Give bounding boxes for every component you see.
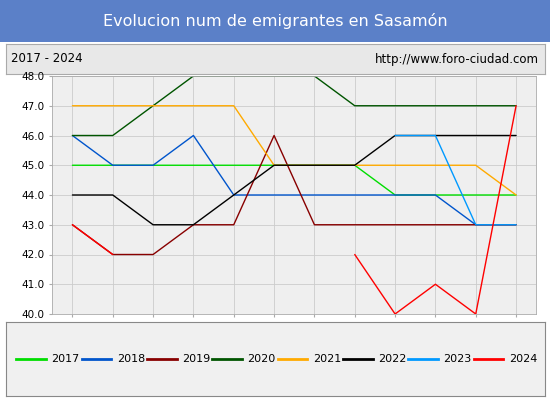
Text: 2018: 2018 <box>117 354 145 364</box>
Text: 2024: 2024 <box>509 354 537 364</box>
Text: 2017 - 2024: 2017 - 2024 <box>11 52 82 66</box>
Text: 2019: 2019 <box>182 354 210 364</box>
Text: 2020: 2020 <box>248 354 276 364</box>
Text: http://www.foro-ciudad.com: http://www.foro-ciudad.com <box>375 52 539 66</box>
Text: 2017: 2017 <box>51 354 80 364</box>
Text: 2021: 2021 <box>313 354 341 364</box>
Text: 2022: 2022 <box>378 354 406 364</box>
Text: 2023: 2023 <box>443 354 472 364</box>
Text: Evolucion num de emigrantes en Sasamón: Evolucion num de emigrantes en Sasamón <box>103 13 447 29</box>
